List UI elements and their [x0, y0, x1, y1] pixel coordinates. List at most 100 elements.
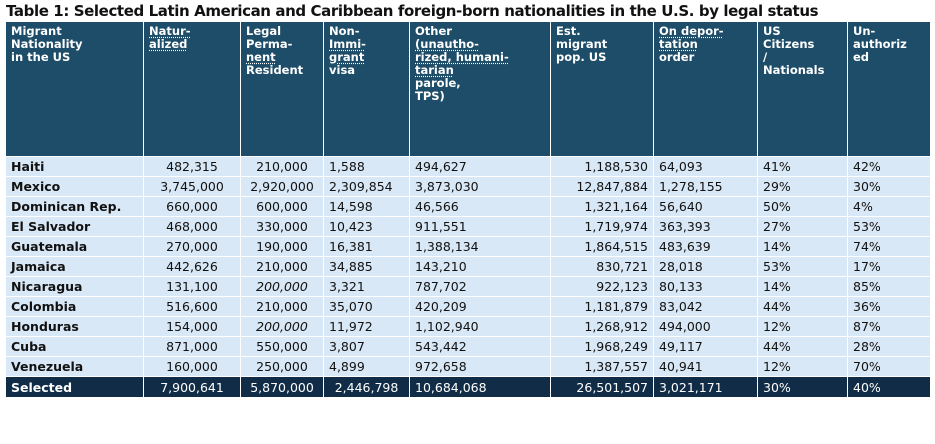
cell-unauthorized: 17%: [847, 256, 931, 277]
cell-nonimmigrant: 34,885: [323, 256, 410, 277]
cell-population: 830,721: [550, 256, 654, 277]
table-row: Dominican Rep. 660,000 600,000 14,598 46,566…: [5, 196, 931, 217]
cell-nonimmigrant: 10,423: [323, 216, 410, 237]
cell-citizens: 41%: [757, 156, 848, 177]
cell-naturalized: 482,315: [143, 156, 241, 177]
cell-other: 143,210: [409, 256, 551, 277]
cell-unauthorized: 85%: [847, 276, 931, 297]
cell-population: 26,501,507: [550, 376, 654, 398]
header-deportation-order: On depor-tation order: [653, 21, 758, 157]
cell-population: 1,181,879: [550, 296, 654, 317]
cell-other: 911,551: [409, 216, 551, 237]
table-row: Mexico 3,745,000 2,920,000 2,309,854 3,873,0…: [5, 176, 931, 197]
table-body: Haiti 482,315 210,000 1,588 494,627 1,188,530…: [5, 156, 931, 398]
cell-nonimmigrant: 14,598: [323, 196, 410, 217]
cell-population: 1,387,557: [550, 356, 654, 377]
cell-name: Venezuela: [5, 356, 144, 377]
cell-nonimmigrant: 2,446,798: [323, 376, 410, 398]
legal-status-table: Migrant Nationality in the US Natur-alized…: [5, 21, 931, 398]
cell-citizens: 44%: [757, 296, 848, 317]
cell-population: 1,188,530: [550, 156, 654, 177]
header-nonimmigrant-visa: Non- Immi-grant visa: [323, 21, 410, 157]
cell-population: 12,847,884: [550, 176, 654, 197]
cell-unauthorized: 30%: [847, 176, 931, 197]
cell-lpr: 330,000: [240, 216, 324, 237]
cell-lpr: 200,000: [240, 276, 324, 297]
cell-citizens: 12%: [757, 356, 848, 377]
cell-nonimmigrant: 1,588: [323, 156, 410, 177]
cell-naturalized: 270,000: [143, 236, 241, 257]
cell-other: 494,627: [409, 156, 551, 177]
cell-lpr: 2,920,000: [240, 176, 324, 197]
cell-population: 1,968,249: [550, 336, 654, 357]
header-unauthorized: Un-authoriz ed: [847, 21, 931, 157]
cell-deportation: 40,941: [653, 356, 758, 377]
cell-name: Selected: [5, 376, 144, 398]
cell-naturalized: 442,626: [143, 256, 241, 277]
header-row: Migrant Nationality in the US Natur-alized…: [5, 21, 931, 157]
cell-unauthorized: 4%: [847, 196, 931, 217]
table-row: Honduras 154,000 200,000 11,972 1,102,940 1,2…: [5, 316, 931, 337]
cell-unauthorized: 53%: [847, 216, 931, 237]
table-row: El Salvador 468,000 330,000 10,423 911,551 1,…: [5, 216, 931, 237]
table-row: Nicaragua 131,100 200,000 3,321 787,702 922,1…: [5, 276, 931, 297]
cell-other: 10,684,068: [409, 376, 551, 398]
cell-lpr: 550,000: [240, 336, 324, 357]
cell-unauthorized: 74%: [847, 236, 931, 257]
total-row: Selected 7,900,641 5,870,000 2,446,798 1…: [5, 376, 931, 398]
cell-name: Haiti: [5, 156, 144, 177]
table-row: Guatemala 270,000 190,000 16,381 1,388,134 1,…: [5, 236, 931, 257]
cell-other: 46,566: [409, 196, 551, 217]
cell-deportation: 483,639: [653, 236, 758, 257]
cell-naturalized: 154,000: [143, 316, 241, 337]
cell-nonimmigrant: 16,381: [323, 236, 410, 257]
cell-lpr: 5,870,000: [240, 376, 324, 398]
cell-other: 972,658: [409, 356, 551, 377]
cell-name: El Salvador: [5, 216, 144, 237]
cell-name: Colombia: [5, 296, 144, 317]
header-other: Other (unautho-rized, humani-tarian parole…: [409, 21, 551, 157]
cell-other: 787,702: [409, 276, 551, 297]
cell-name: Honduras: [5, 316, 144, 337]
cell-citizens: 12%: [757, 316, 848, 337]
cell-population: 1,719,974: [550, 216, 654, 237]
cell-other: 1,102,940: [409, 316, 551, 337]
cell-nonimmigrant: 2,309,854: [323, 176, 410, 197]
cell-name: Nicaragua: [5, 276, 144, 297]
cell-lpr: 210,000: [240, 156, 324, 177]
cell-deportation: 80,133: [653, 276, 758, 297]
cell-name: Guatemala: [5, 236, 144, 257]
cell-citizens: 53%: [757, 256, 848, 277]
cell-deportation: 83,042: [653, 296, 758, 317]
cell-naturalized: 516,600: [143, 296, 241, 317]
cell-nonimmigrant: 3,321: [323, 276, 410, 297]
cell-deportation: 363,393: [653, 216, 758, 237]
cell-lpr: 200,000: [240, 316, 324, 337]
header-us-citizens: US Citizens / Nationals: [757, 21, 848, 157]
cell-other: 543,442: [409, 336, 551, 357]
header-est-migrant-pop: Est. migrant pop. US: [550, 21, 654, 157]
cell-deportation: 56,640: [653, 196, 758, 217]
cell-citizens: 30%: [757, 376, 848, 398]
cell-unauthorized: 87%: [847, 316, 931, 337]
table-row: Cuba 871,000 550,000 3,807 543,442 1,968,249 4…: [5, 336, 931, 357]
cell-naturalized: 160,000: [143, 356, 241, 377]
cell-citizens: 27%: [757, 216, 848, 237]
cell-other: 3,873,030: [409, 176, 551, 197]
cell-name: Jamaica: [5, 256, 144, 277]
cell-lpr: 210,000: [240, 296, 324, 317]
cell-lpr: 210,000: [240, 256, 324, 277]
cell-nonimmigrant: 4,899: [323, 356, 410, 377]
cell-lpr: 600,000: [240, 196, 324, 217]
table-row: Colombia 516,600 210,000 35,070 420,209 1,181…: [5, 296, 931, 317]
cell-unauthorized: 36%: [847, 296, 931, 317]
cell-name: Dominican Rep.: [5, 196, 144, 217]
cell-name: Cuba: [5, 336, 144, 357]
table-title: Table 1: Selected Latin American and Car…: [6, 2, 819, 20]
cell-citizens: 44%: [757, 336, 848, 357]
cell-deportation: 64,093: [653, 156, 758, 177]
cell-population: 1,321,164: [550, 196, 654, 217]
cell-unauthorized: 28%: [847, 336, 931, 357]
cell-unauthorized: 40%: [847, 376, 931, 398]
